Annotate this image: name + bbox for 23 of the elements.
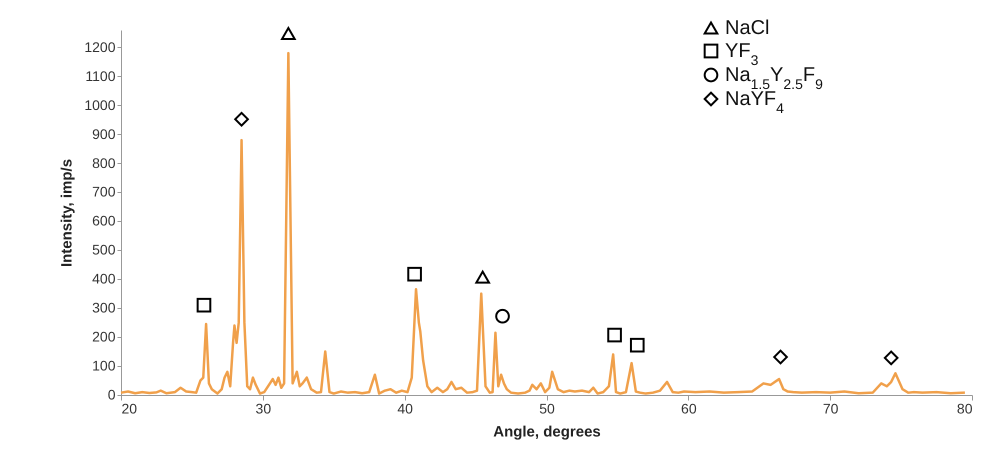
- y-axis-title: Intensity, imp/s: [58, 158, 76, 268]
- x-tick-label: 40: [397, 400, 414, 416]
- y-tick-label: 1200: [84, 38, 116, 55]
- legend-label: NaCl: [725, 17, 770, 39]
- y-tick-label: 900: [92, 126, 116, 142]
- x-axis-title: Angle, degrees: [493, 424, 601, 440]
- x-tick-label: 30: [256, 400, 272, 416]
- y-tick-label: 1100: [85, 68, 116, 84]
- x-tick-label: 80: [956, 400, 973, 416]
- y-tick-label: 800: [92, 154, 116, 171]
- y-tick-label: 700: [92, 184, 116, 200]
- y-tick-label: 300: [92, 300, 116, 316]
- y-tick-label: 400: [92, 270, 116, 287]
- x-tick-label: 50: [539, 400, 555, 416]
- y-tick-label: 0: [108, 386, 116, 402]
- y-tick-label: 200: [92, 328, 116, 345]
- x-tick-label: 70: [822, 400, 839, 416]
- x-tick-label: 20: [122, 400, 138, 416]
- y-tick-label: 1000: [84, 96, 116, 113]
- x-tick-label: 60: [681, 400, 697, 416]
- y-tick-label: 600: [92, 212, 116, 229]
- y-tick-label: 100: [92, 358, 116, 374]
- y-tick-label: 500: [92, 242, 116, 258]
